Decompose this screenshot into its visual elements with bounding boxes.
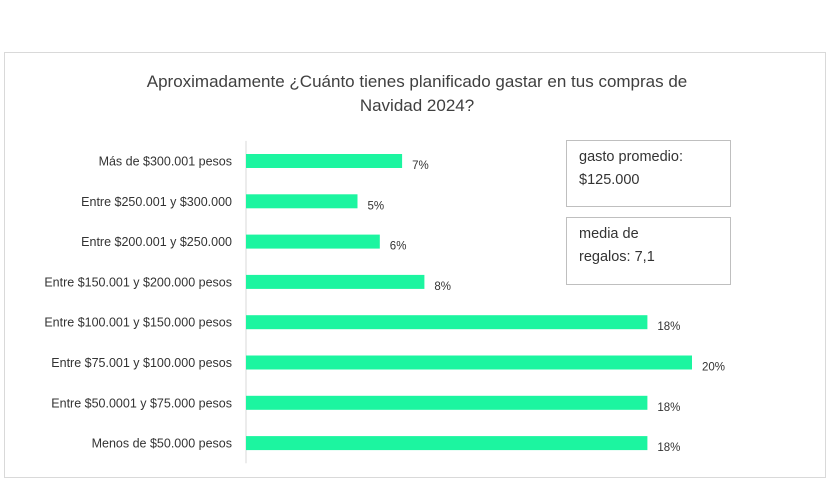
data-label: 20% [702, 362, 725, 374]
average-gifts-value: regalos: 7,1 [579, 249, 655, 265]
bar [246, 274, 425, 289]
average-spend-value: $125.000 [579, 172, 640, 188]
bar [246, 436, 648, 451]
bar [246, 315, 648, 330]
bar [246, 194, 358, 209]
average-gifts-label: media de [579, 226, 639, 242]
category-label: Entre $100.001 y $150.000 pesos [44, 316, 232, 330]
category-label: Menos de $50.000 pesos [92, 437, 232, 451]
data-label: 8% [434, 281, 451, 293]
chart-title-line-1: Aproximadamente ¿Cuánto tienes planifica… [146, 72, 688, 91]
bar [246, 234, 380, 249]
bar [246, 395, 648, 410]
data-label: 5% [368, 200, 385, 212]
data-label: 18% [657, 442, 680, 454]
category-label: Entre $200.001 y $250.000 [81, 235, 232, 249]
chart-title-line-2: Navidad 2024? [359, 96, 475, 115]
data-label: 18% [657, 402, 680, 414]
category-label: Más de $300.001 pesos [99, 155, 232, 169]
average-spend-note: gasto promedio: $125.000 [566, 140, 731, 207]
data-label: 18% [657, 321, 680, 333]
category-label: Entre $75.001 y $100.000 pesos [51, 356, 232, 370]
chart-title: Aproximadamente ¿Cuánto tienes planifica… [0, 70, 834, 118]
category-label: Entre $150.001 y $200.000 pesos [44, 275, 232, 289]
bar [246, 355, 692, 370]
category-label: Entre $50.0001 y $75.000 pesos [51, 396, 232, 410]
category-label: Entre $250.001 y $300.000 [81, 195, 232, 209]
average-gifts-note: media de regalos: 7,1 [566, 217, 731, 285]
data-label: 7% [412, 160, 429, 172]
data-label: 6% [390, 241, 407, 253]
bar [246, 154, 403, 168]
average-spend-label: gasto promedio: [579, 149, 683, 165]
